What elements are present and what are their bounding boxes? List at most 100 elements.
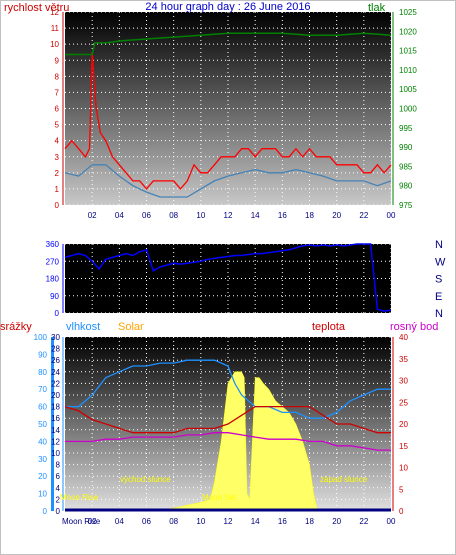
rain-axis-bar <box>51 337 54 511</box>
rain-tick-label: 40 <box>38 437 47 446</box>
temperature-axis-title: teplota <box>312 321 346 333</box>
wind-tick-label: 1 <box>55 185 60 194</box>
humidity-tick-label: 22 <box>51 379 60 388</box>
panel1-hour-ticks: 02 04 06 08 10 12 14 16 18 20 22 00 <box>88 211 396 220</box>
solar-axis-title: Solar <box>118 321 144 333</box>
pressure-tick-label: 980 <box>399 182 413 191</box>
rain-tick-label: 50 <box>38 420 47 429</box>
series-line-rosný-bod <box>65 432 391 451</box>
rain-tick-label: 20 <box>38 472 47 481</box>
temperature-tick-label: 25 <box>399 398 408 407</box>
moonset-label: Moon Set <box>202 493 237 502</box>
wind-tick-label: 3 <box>55 153 60 162</box>
humidity-tick-label: 14 <box>51 426 60 435</box>
hour-tick-label: 22 <box>359 517 368 526</box>
temperature-tick-label: 35 <box>399 355 408 364</box>
panel2-series <box>64 243 392 312</box>
compass-label: W <box>435 256 446 268</box>
series-area-solar <box>65 371 391 512</box>
humidity-tick-label: 8 <box>56 461 61 470</box>
pressure-tick-label: 1015 <box>399 47 417 56</box>
rain-tick-label: 100 <box>34 333 48 342</box>
rain-tick-label: 70 <box>38 385 47 394</box>
temperature-tick-label: 30 <box>399 377 408 386</box>
wind-tick-label: 10 <box>50 40 59 49</box>
hour-tick-label: 18 <box>305 211 314 220</box>
humidity-tick-label: 16 <box>51 414 60 423</box>
hour-tick-label: 00 <box>387 211 396 220</box>
series-line-vlhkost <box>65 359 391 419</box>
hour-tick-label: 14 <box>251 517 260 526</box>
wind-tick-label: 11 <box>51 24 60 33</box>
compass-label: E <box>435 291 442 303</box>
humidity-tick-label: 20 <box>51 391 60 400</box>
pressure-tick-label: 975 <box>399 201 413 210</box>
degree-tick-label: 270 <box>46 257 60 266</box>
wind-tick-label: 5 <box>55 121 60 130</box>
series-line-teplota <box>64 405 391 434</box>
pressure-tick-label: 990 <box>399 143 413 152</box>
wind-tick-label: 2 <box>55 169 60 178</box>
wind-tick-label: 0 <box>55 201 60 210</box>
series-line-wind-direction <box>64 243 392 312</box>
pressure-tick-label: 1005 <box>399 85 417 94</box>
temperature-tick-label: 15 <box>399 442 408 451</box>
humidity-tick-label: 24 <box>51 368 60 377</box>
temperature-tick-label: 40 <box>399 333 408 342</box>
rain-tick-label: 90 <box>38 350 47 359</box>
rain-tick-label: 60 <box>38 403 47 412</box>
pressure-axis-title: tlak <box>368 2 386 14</box>
hour-tick-label: 04 <box>115 211 124 220</box>
panel1-series <box>64 32 392 198</box>
hour-tick-label: 18 <box>305 517 314 526</box>
rain-axis-title: srážky <box>0 321 32 333</box>
hour-tick-label: 02 <box>88 211 97 220</box>
moonrise-label: Moon Rise <box>60 493 99 502</box>
rain-tick-label: 0 <box>43 507 48 516</box>
panel3-hour-ticks: 02 04 06 08 10 12 14 16 18 20 22 00 <box>88 517 396 526</box>
compass-label: N <box>435 308 443 320</box>
humidity-tick-label: 6 <box>56 472 61 481</box>
hour-tick-label: 22 <box>359 211 368 220</box>
hour-tick-label: 04 <box>115 517 124 526</box>
wind-tick-label: 7 <box>55 88 60 97</box>
hour-tick-label: 16 <box>278 211 287 220</box>
humidity-axis-title: vlhkost <box>66 321 100 333</box>
hour-tick-label: 20 <box>332 211 341 220</box>
pressure-tick-label: 1020 <box>399 27 417 36</box>
pressure-tick-label: 1000 <box>399 105 417 114</box>
humidity-tick-label: 4 <box>56 484 61 493</box>
sunset-label: západ slunce <box>320 475 368 484</box>
degree-tick-label: 0 <box>55 309 60 318</box>
hour-tick-label: 10 <box>196 517 205 526</box>
hour-tick-label: 20 <box>332 517 341 526</box>
humidity-tick-label: 30 <box>51 333 60 342</box>
panel1-pressure-ticks: 975 980 985 990 995 1000 1005 1010 1015 1020 1025 <box>392 8 417 210</box>
series-line-wind-avg <box>64 164 392 198</box>
humidity-tick-label: 26 <box>51 356 60 365</box>
hour-tick-label: 16 <box>278 517 287 526</box>
humidity-tick-label: 10 <box>51 449 60 458</box>
pressure-tick-label: 995 <box>399 124 413 133</box>
temperature-tick-label: 5 <box>399 485 404 494</box>
compass-label: N <box>435 239 443 251</box>
hour-tick-label: 06 <box>142 517 151 526</box>
panel2-degree-ticks: 360 270 180 90 0 <box>46 240 64 318</box>
moonrise-axis-label: Moon Rise <box>62 517 101 526</box>
humidity-tick-label: 12 <box>51 437 60 446</box>
degree-tick-label: 90 <box>50 292 59 301</box>
degree-tick-label: 180 <box>46 275 60 284</box>
degree-tick-label: 360 <box>46 240 60 249</box>
wind-speed-axis-title: rychlost větru <box>4 2 69 14</box>
wind-tick-label: 9 <box>55 56 60 65</box>
rain-tick-label: 30 <box>38 455 47 464</box>
wind-tick-label: 6 <box>55 105 60 114</box>
pressure-tick-label: 985 <box>399 162 413 171</box>
wind-tick-label: 4 <box>55 137 60 146</box>
hour-tick-label: 02 <box>88 517 97 526</box>
panel3-series <box>64 359 391 512</box>
